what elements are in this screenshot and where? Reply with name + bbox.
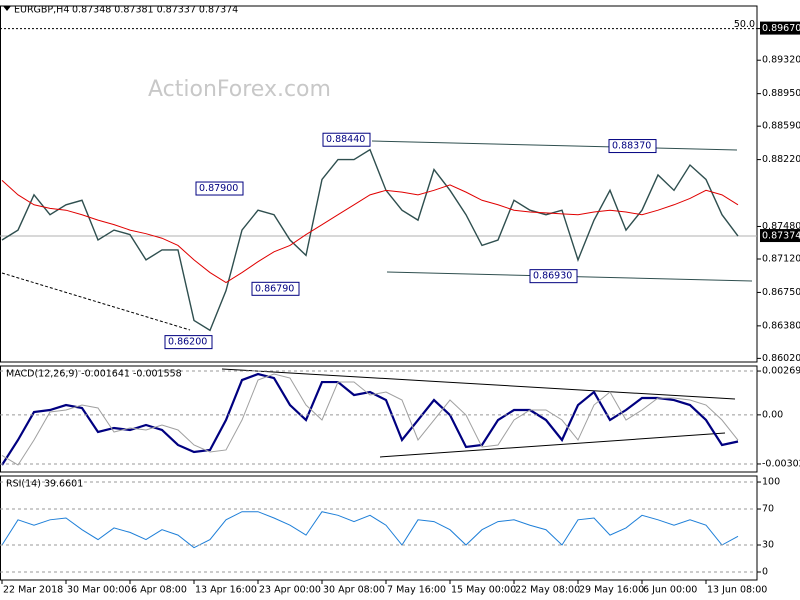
annotation-box	[322, 132, 371, 147]
y-tick-label: 0.89670	[762, 23, 800, 34]
annotation-box	[164, 335, 213, 350]
x-tick-label: 7 May 16:00	[387, 585, 446, 596]
series-line	[1, 180, 739, 284]
y-tick-label: 100	[762, 477, 780, 488]
trendline	[371, 140, 738, 151]
menu-triangle	[3, 6, 11, 11]
annotation-label: 0.86200	[168, 337, 207, 348]
annotation-label: 0.87900	[199, 183, 238, 194]
annotation-label: 0.86930	[533, 271, 572, 282]
x-tick-label: 30 Mar 00:00	[67, 585, 130, 596]
y-tick-label: 0.00	[762, 409, 783, 420]
trendline	[1, 272, 191, 331]
annotation-box	[251, 281, 300, 296]
x-tick-label: 6 Jun 00:00	[643, 585, 697, 596]
panel-title: MACD(12,26,9) -0.001641 -0.001558	[6, 369, 182, 380]
x-tick-label: 15 May 00:00	[451, 585, 516, 596]
x-tick-label: 13 Jun 08:00	[707, 585, 767, 596]
panel-frame	[0, 5, 758, 363]
x-tick-label: 22 May 08:00	[515, 585, 580, 596]
panel-frame	[0, 475, 758, 581]
y-tick-label: 0.87480	[762, 221, 800, 232]
y-tick-label: 0.86750	[762, 287, 800, 298]
last-price-box	[760, 229, 800, 243]
annotation-label: 0.88440	[326, 134, 365, 145]
annotation-box	[529, 269, 578, 284]
trendline	[221, 368, 736, 400]
y-tick-label: 70	[762, 504, 774, 515]
x-tick-label: 6 Apr 08:00	[131, 585, 187, 596]
y-tick-label: 0.002699	[762, 366, 800, 377]
series-line	[1, 511, 739, 549]
y-tick-label: -0.003025	[762, 458, 800, 469]
annotation-box	[195, 181, 244, 196]
x-tick-label: 29 May 16:00	[579, 585, 644, 596]
series-line	[1, 148, 739, 332]
panel-title: RSI(14) 39.6601	[6, 479, 83, 490]
symbol: EURGBP,H4	[14, 5, 69, 16]
trendline	[379, 432, 726, 458]
series-line	[1, 373, 739, 466]
annotation-box	[608, 139, 657, 154]
annotation-label: 0.88370	[612, 141, 651, 152]
annotation-label: 0.86790	[255, 283, 294, 294]
quote: 0.87348 0.87381 0.87337 0.87374	[72, 5, 238, 16]
y-tick-label: 0.87120	[762, 253, 800, 264]
y-tick-label: 30	[762, 540, 774, 551]
y-tick-label: 0.86380	[762, 320, 800, 331]
watermark: ActionForex.com	[148, 77, 331, 102]
axis-highlight	[760, 21, 800, 35]
y-tick-label: 0	[762, 566, 768, 577]
y-tick-label: 0.88220	[762, 154, 800, 165]
y-tick-label: 0.89320	[762, 55, 800, 66]
y-tick-label: 0.88590	[762, 121, 800, 132]
x-tick-label: 30 Apr 08:00	[323, 585, 385, 596]
y-tick-label: 0.86020	[762, 353, 800, 364]
last-price-label: 0.87374	[762, 231, 800, 242]
x-tick-label: 13 Apr 16:00	[195, 585, 257, 596]
fib-label: 50.0	[734, 19, 755, 30]
x-tick-label: 23 Apr 00:00	[259, 585, 321, 596]
x-tick-label: 22 Mar 2018	[3, 585, 63, 596]
y-tick-label: 0.88950	[762, 88, 800, 99]
panel-frame	[0, 365, 758, 473]
